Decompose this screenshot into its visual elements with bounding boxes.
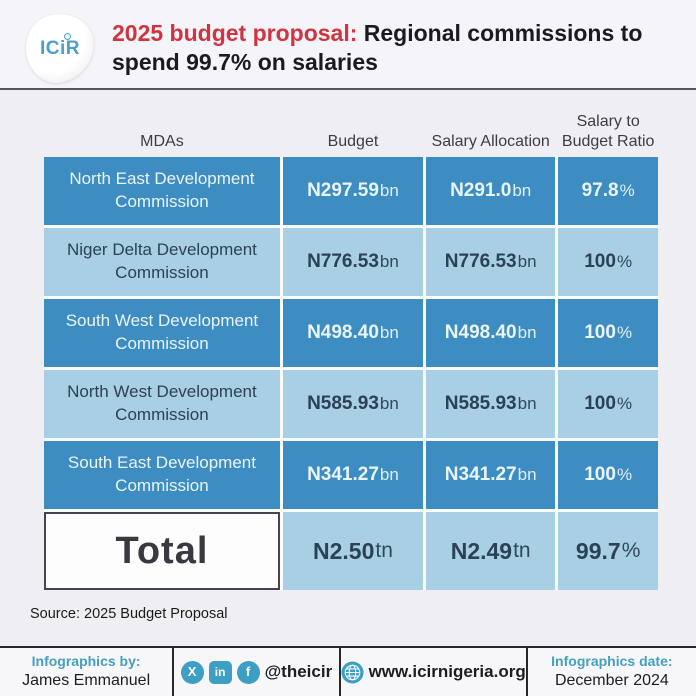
- table-cell-budget: N498.40 bn: [282, 299, 424, 368]
- table-cell-budget: N297.59 bn: [282, 157, 424, 226]
- infographics-by-label: Infographics by:: [31, 653, 141, 670]
- logo-text: ICiR: [40, 38, 80, 59]
- footer-social: X in f @theicir: [172, 648, 338, 696]
- table-cell-mda: South East Development Commission: [44, 441, 280, 510]
- infographics-by-name: James Emmanuel: [22, 671, 151, 689]
- total-label-cell: Total: [44, 512, 280, 591]
- table-header-row: MDAs Budget Salary Allocation Salary to …: [44, 90, 658, 157]
- footer-credits: Infographics by: James Emmanuel: [0, 648, 172, 696]
- table-cell-mda: North West Development Commission: [44, 370, 280, 439]
- budget-table: MDAs Budget Salary Allocation Salary to …: [44, 90, 658, 591]
- table-grid: North East Development Commission N297.59…: [44, 157, 658, 591]
- column-header-salary-allocation: Salary Allocation: [431, 132, 550, 150]
- table-cell-budget: N776.53 bn: [282, 228, 424, 297]
- table-cell-ratio: 100%: [558, 441, 658, 510]
- table-cell-ratio: 100%: [558, 228, 658, 297]
- icir-logo: ICiR: [20, 8, 100, 88]
- column-header-salary-to-budget-ratio: Salary to Budget Ratio: [561, 113, 655, 150]
- website-url[interactable]: www.icirnigeria.org: [368, 662, 526, 682]
- source-note: Source: 2025 Budget Proposal: [30, 606, 228, 623]
- footer-date: Infographics date: December 2024: [525, 648, 696, 696]
- infographics-date-label: Infographics date:: [551, 653, 673, 670]
- table-cell-salary-allocation: N498.40 bn: [426, 299, 556, 368]
- table-cell-ratio: 100%: [558, 299, 658, 368]
- globe-icon: [341, 660, 364, 684]
- linkedin-icon[interactable]: in: [208, 660, 232, 684]
- infographics-date-value: December 2024: [554, 671, 669, 689]
- footer-website: www.icirnigeria.org: [338, 648, 526, 696]
- total-budget-cell: N2.50 tn: [282, 512, 424, 591]
- title-rest: Regional commissions to spend 99.7% on s…: [112, 19, 643, 75]
- total-ratio-cell: 99.7%: [558, 512, 658, 591]
- x-icon[interactable]: X: [180, 660, 204, 684]
- column-header-mdas: MDAs: [140, 132, 184, 150]
- table-cell-salary-allocation: N585.93 bn: [426, 370, 556, 439]
- social-handle[interactable]: @theicir: [264, 662, 333, 682]
- header-divider: [0, 88, 696, 90]
- table-cell-budget: N585.93 bn: [282, 370, 424, 439]
- header: ICiR 2025 budget proposal: Regional comm…: [0, 0, 696, 88]
- column-header-budget: Budget: [327, 132, 379, 150]
- table-cell-mda: Niger Delta Development Commission: [44, 228, 280, 297]
- table-cell-salary-allocation: N776.53 bn: [426, 228, 556, 297]
- table-cell-salary-allocation: N341.27 bn: [426, 441, 556, 510]
- table-cell-salary-allocation: N291.0 bn: [426, 157, 556, 226]
- page-title: 2025 budget proposal: Regional commissio…: [112, 19, 664, 78]
- table-cell-ratio: 97.8%: [558, 157, 658, 226]
- table-cell-mda: North East Development Commission: [44, 157, 280, 226]
- footer-bar: Infographics by: James Emmanuel X in f @…: [0, 646, 696, 696]
- total-salary-cell: N2.49 tn: [426, 512, 556, 591]
- table-cell-budget: N341.27 bn: [282, 441, 424, 510]
- table-cell-mda: South West Development Commission: [44, 299, 280, 368]
- table-cell-ratio: 100%: [558, 370, 658, 439]
- magnifier-icon: [64, 33, 71, 40]
- title-highlight: 2025 budget proposal:: [112, 19, 358, 46]
- facebook-icon[interactable]: f: [236, 660, 260, 684]
